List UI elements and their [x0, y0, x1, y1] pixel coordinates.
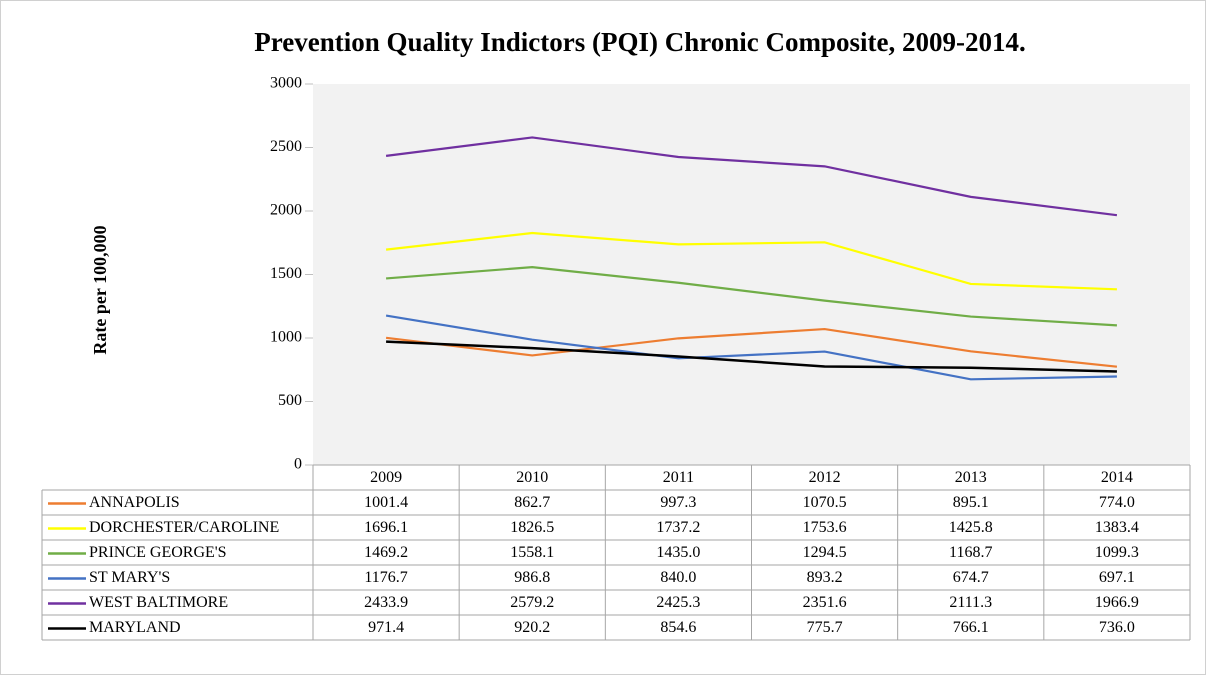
x-tick-label: 2010 — [516, 469, 548, 486]
data-label: 1070.5 — [803, 494, 847, 511]
y-tick-label: 500 — [278, 392, 302, 409]
data-label: 986.8 — [514, 569, 550, 586]
y-tick-label: 3000 — [270, 75, 302, 92]
series-line — [386, 340, 1117, 373]
data-label: 997.3 — [660, 494, 696, 511]
series-line — [385, 327, 1118, 368]
series-line — [385, 266, 1117, 327]
series-line — [385, 231, 1117, 291]
data-label: 736.0 — [1099, 619, 1135, 636]
data-label: 1176.7 — [364, 569, 407, 586]
data-label: 1425.8 — [949, 519, 993, 536]
data-label: 2111.3 — [949, 594, 992, 611]
x-tick-label: 2014 — [1101, 469, 1133, 486]
series-line — [385, 136, 1118, 217]
x-tick-label: 2011 — [663, 469, 694, 486]
legend-label: DORCHESTER/CAROLINE — [89, 519, 279, 536]
series-line — [385, 314, 1117, 381]
data-label: 1753.6 — [803, 519, 847, 536]
y-tick-label: 1500 — [270, 265, 302, 282]
data-label: 862.7 — [514, 494, 550, 511]
chart-title: Prevention Quality Indictors (PQI) Chron… — [254, 27, 1025, 57]
data-label: 1826.5 — [510, 519, 554, 536]
data-label: 1737.2 — [656, 519, 700, 536]
y-axis-label: Rate per 100,000 — [90, 225, 110, 354]
data-label: 920.2 — [514, 619, 550, 636]
data-label: 1383.4 — [1095, 519, 1139, 536]
data-label: 2351.6 — [803, 594, 847, 611]
y-tick-label: 1000 — [270, 329, 302, 346]
legend-label: ST MARY'S — [89, 569, 170, 586]
legend-label: MARYLAND — [89, 619, 181, 636]
data-label: 697.1 — [1099, 569, 1135, 586]
legend-label: WEST BALTIMORE — [89, 594, 228, 611]
x-tick-label: 2012 — [809, 469, 841, 486]
data-label: 1469.2 — [364, 544, 408, 561]
data-label: 840.0 — [660, 569, 696, 586]
legend-label: PRINCE GEORGE'S — [89, 544, 227, 561]
data-label: 893.2 — [807, 569, 843, 586]
x-tick-label: 2013 — [955, 469, 987, 486]
data-label: 1294.5 — [803, 544, 847, 561]
y-tick-label: 0 — [294, 456, 302, 473]
data-label: 2433.9 — [364, 594, 408, 611]
data-label: 1001.4 — [364, 494, 408, 511]
data-label: 775.7 — [807, 619, 843, 636]
data-label: 1966.9 — [1095, 594, 1139, 611]
data-label: 674.7 — [953, 569, 989, 586]
data-label: 895.1 — [953, 494, 989, 511]
x-tick-label: 2009 — [370, 469, 402, 486]
data-label: 971.4 — [368, 619, 404, 636]
data-label: 1558.1 — [510, 544, 554, 561]
data-label: 854.6 — [660, 619, 696, 636]
data-label: 774.0 — [1099, 494, 1135, 511]
y-tick-label: 2000 — [270, 202, 302, 219]
data-label: 1168.7 — [949, 544, 992, 561]
data-label: 766.1 — [953, 619, 989, 636]
data-label: 2579.2 — [510, 594, 554, 611]
data-label: 1435.0 — [656, 544, 700, 561]
data-label: 1099.3 — [1095, 544, 1139, 561]
y-tick-label: 2500 — [270, 138, 302, 155]
data-label: 1696.1 — [364, 519, 408, 536]
data-label: 2425.3 — [656, 594, 700, 611]
legend-label: ANNAPOLIS — [89, 494, 180, 511]
